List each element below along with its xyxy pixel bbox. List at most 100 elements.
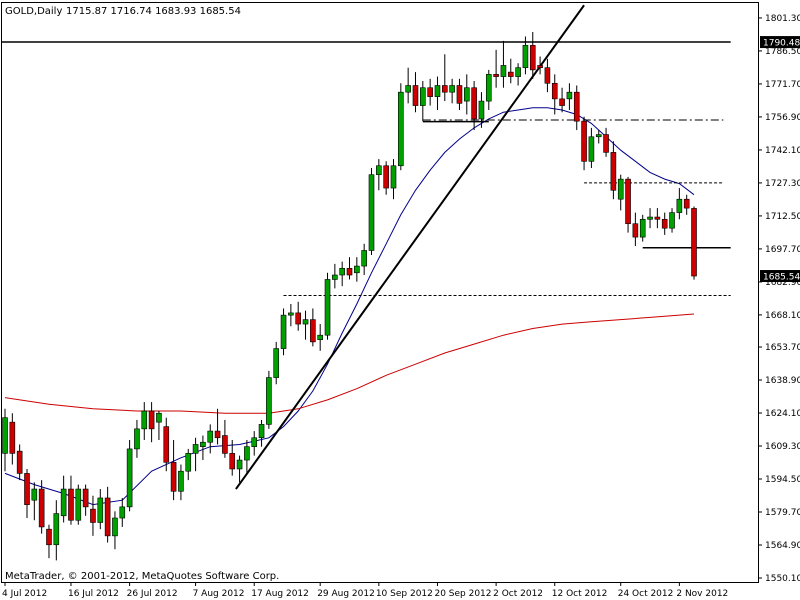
candle-body-down <box>507 71 514 77</box>
candle-body-up <box>339 268 345 276</box>
candle-body-up <box>434 85 441 97</box>
y-tick-label: 1756.90 <box>765 113 800 123</box>
candle <box>38 480 45 534</box>
y-tick-label: 1668.10 <box>765 311 800 321</box>
candle <box>310 308 316 347</box>
candle-body-down <box>683 198 690 209</box>
candle <box>192 437 199 472</box>
x-tick-label: 29 Aug 2012 <box>317 589 375 599</box>
y-tick-label: 1697.70 <box>765 245 800 255</box>
candle-body-down <box>654 216 661 220</box>
candle-body-down <box>68 488 74 521</box>
annotation-layer <box>2 4 731 490</box>
candle <box>669 208 675 233</box>
candle-body-up <box>595 134 602 138</box>
candle-body-down <box>456 85 463 104</box>
candle-body-up <box>500 65 507 77</box>
candle-body-down <box>529 45 536 71</box>
candle-body-up <box>522 45 529 68</box>
candle <box>537 56 543 75</box>
candle <box>273 341 280 385</box>
candle <box>112 511 118 550</box>
candle-body-down <box>427 87 433 97</box>
candle <box>441 54 448 102</box>
candle-body-up <box>324 279 331 336</box>
candle-body-up <box>463 87 470 102</box>
candle <box>449 78 455 104</box>
candle-body-down <box>441 85 448 93</box>
y-axis: 1801.30 1786.50 1771.70 1756.90 1742.10 1727.… <box>758 14 800 584</box>
candle-body-down <box>16 450 23 474</box>
candle <box>16 444 23 481</box>
x-tick-label: 26 Jul 2012 <box>127 589 178 599</box>
candle <box>163 417 170 472</box>
candle-body-up <box>119 506 126 519</box>
candle-body-up <box>420 87 426 106</box>
candle <box>676 188 683 220</box>
candle-body-up <box>332 274 338 280</box>
candle <box>288 303 294 327</box>
candle-body-up <box>244 446 250 461</box>
candle <box>141 402 148 440</box>
candle-body-up <box>134 428 140 450</box>
candle <box>515 63 521 86</box>
candle <box>573 85 580 131</box>
candle <box>625 176 631 233</box>
candle-body-down <box>24 473 30 505</box>
candle <box>170 439 177 501</box>
candle-body-down <box>581 120 587 162</box>
candle <box>522 36 529 75</box>
candle <box>53 500 60 561</box>
candle <box>295 301 302 331</box>
candle <box>60 475 67 523</box>
candle <box>647 208 653 229</box>
candle <box>75 484 82 525</box>
candle-body-down <box>229 453 236 470</box>
candle-body-down <box>222 435 228 454</box>
price-label-box <box>760 270 800 283</box>
x-tick-label: 17 Aug 2012 <box>251 589 309 599</box>
candle-body-up <box>75 488 82 521</box>
candle <box>551 74 558 115</box>
y-tick-label: 1682.90 <box>765 278 800 288</box>
candle <box>581 116 587 171</box>
candle-body-down <box>551 82 558 100</box>
candle <box>500 40 507 88</box>
candle <box>104 486 111 543</box>
candle <box>529 31 536 79</box>
candle <box>654 208 661 229</box>
candle <box>222 419 228 458</box>
candle-body-down <box>661 218 668 229</box>
candle-body-down <box>625 178 631 225</box>
candle <box>24 468 30 519</box>
candle <box>507 58 514 84</box>
candle <box>200 435 206 461</box>
candle <box>332 263 338 289</box>
y-tick-label: 1579.70 <box>765 508 800 518</box>
candle-body-up <box>302 319 309 325</box>
candle-body-up <box>405 85 411 93</box>
candle <box>610 141 617 200</box>
y-tick-label: 1771.70 <box>765 80 800 90</box>
y-tick-label: 1550.10 <box>765 574 800 584</box>
candle <box>148 402 155 443</box>
candle <box>119 497 126 527</box>
x-axis: 4 Jul 2012 16 Jul 2012 26 Jul 2012 7 Aug 20… <box>2 582 728 599</box>
candle <box>493 49 499 88</box>
candle-body-down <box>383 165 389 189</box>
candle-body-up <box>192 444 199 454</box>
x-tick-label: 2 Oct 2012 <box>493 589 543 599</box>
candle-body-down <box>104 497 111 537</box>
candle <box>266 370 272 429</box>
candle-body-down <box>573 91 580 122</box>
y-tick-label: 1624.10 <box>765 409 800 419</box>
candle-body-up <box>258 424 265 439</box>
candle-body-up <box>398 91 404 167</box>
candle-body-down <box>90 508 96 523</box>
candle <box>478 92 485 128</box>
x-tick-label: 2 Nov 2012 <box>676 589 728 599</box>
y-tick-label: 1638.90 <box>765 376 800 386</box>
price-label-text: 1685.54 <box>763 273 800 283</box>
